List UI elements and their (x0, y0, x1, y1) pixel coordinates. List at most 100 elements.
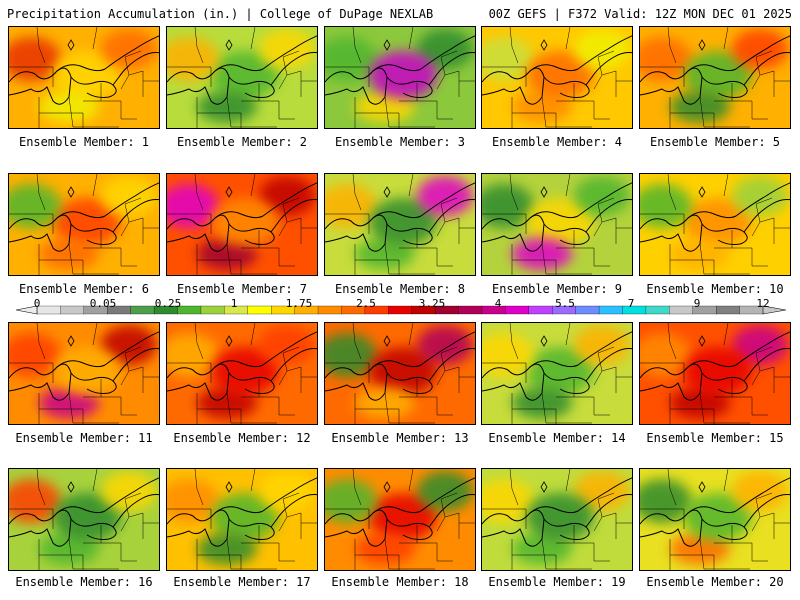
ensemble-member-label: Ensemble Member: 9 (491, 282, 623, 296)
ensemble-member-label: Ensemble Member: 12 (173, 431, 311, 445)
precip-area (417, 471, 473, 511)
precip-area (197, 387, 257, 419)
colorbar-cell (200, 305, 225, 315)
precip-field (325, 27, 475, 128)
precip-area (482, 333, 534, 377)
colorbar-tick-label: 1 (230, 297, 238, 310)
precip-area (9, 479, 61, 523)
colorbar-left-arrow (15, 305, 38, 315)
colorbar-tick-label: 9 (693, 297, 701, 310)
ensemble-map-15 (639, 322, 791, 425)
precip-area (512, 533, 572, 565)
ensemble-map-11 (8, 322, 160, 425)
precip-area (197, 91, 257, 123)
precip-area (574, 471, 630, 511)
colorbar-tick-label: 2.5 (356, 297, 376, 310)
colorbar-tick-label: 4 (494, 297, 502, 310)
geography-lines (9, 469, 159, 570)
precip-field (9, 174, 159, 275)
colorbar-cell (247, 305, 272, 315)
ensemble-map-18 (324, 468, 476, 571)
precip-field (482, 27, 632, 128)
precip-field (325, 174, 475, 275)
ensemble-map-7 (166, 173, 318, 276)
precip-area (101, 29, 157, 69)
precip-area (53, 347, 121, 395)
precip-area (197, 238, 257, 270)
precip-area (39, 91, 99, 123)
colorbar-right-arrow (762, 305, 787, 315)
precip-area (355, 387, 415, 419)
ensemble-member-label: Ensemble Member: 2 (176, 135, 308, 149)
precip-field (640, 323, 790, 424)
colorbar-cell (388, 305, 413, 315)
precip-area (417, 176, 473, 216)
precip-area (167, 479, 219, 523)
geography-lines (167, 27, 317, 128)
precip-area (325, 37, 377, 81)
run-info: 00Z GEFS | F372 Valid: 12Z MON DEC 01 20… (488, 7, 792, 21)
ensemble-map-17 (166, 468, 318, 571)
precip-area (259, 176, 315, 216)
colorbar-tick-label: 3.25 (418, 297, 446, 310)
geography-lines (482, 174, 632, 275)
colorbar-cell (528, 305, 553, 315)
precip-area (101, 471, 157, 511)
precip-area (39, 238, 99, 270)
ensemble-map-16 (8, 468, 160, 571)
ensemble-member-label: Ensemble Member: 18 (331, 575, 469, 589)
colorbar-cell (575, 305, 600, 315)
ensemble-member-label: Ensemble Member: 10 (646, 282, 784, 296)
colorbar-cell (505, 305, 530, 315)
precip-field (9, 469, 159, 570)
geography-lines (640, 323, 790, 424)
precip-area (732, 325, 788, 365)
ensemble-member-label: Ensemble Member: 19 (488, 575, 626, 589)
precip-area (574, 325, 630, 365)
precip-area (574, 176, 630, 216)
geography-lines (325, 27, 475, 128)
ensemble-member-label: Ensemble Member: 1 (18, 135, 150, 149)
precip-area (640, 479, 692, 523)
precip-area (325, 184, 377, 228)
precip-area (482, 479, 534, 523)
ensemble-member-label: Ensemble Member: 15 (646, 431, 784, 445)
colorbar-tick-label: 5.5 (555, 297, 575, 310)
ensemble-map-3 (324, 26, 476, 129)
geography-lines (9, 27, 159, 128)
ensemble-member-label: Ensemble Member: 17 (173, 575, 311, 589)
ensemble-map-5 (639, 26, 791, 129)
precip-area (732, 471, 788, 511)
precip-area (9, 184, 61, 228)
precip-area (259, 29, 315, 69)
precip-area (197, 533, 257, 565)
ensemble-map-1 (8, 26, 160, 129)
precip-area (369, 51, 437, 99)
geography-lines (482, 323, 632, 424)
ensemble-member-label: Ensemble Member: 20 (646, 575, 784, 589)
precip-field (325, 323, 475, 424)
precip-field (167, 174, 317, 275)
precip-field (167, 469, 317, 570)
ensemble-member-label: Ensemble Member: 11 (15, 431, 153, 445)
geography-lines (9, 174, 159, 275)
precip-area (101, 325, 157, 365)
precip-field (9, 323, 159, 424)
precip-area (39, 387, 99, 419)
ensemble-map-19 (481, 468, 633, 571)
precip-area (355, 91, 415, 123)
ensemble-member-label: Ensemble Member: 7 (176, 282, 308, 296)
ensemble-member-label: Ensemble Member: 6 (18, 282, 150, 296)
colorbar-tick-label: 1.75 (285, 297, 313, 310)
geography-lines (640, 27, 790, 128)
precip-area (167, 37, 219, 81)
precip-area (39, 533, 99, 565)
ensemble-map-20 (639, 468, 791, 571)
precip-area (167, 184, 219, 228)
precip-area (482, 37, 534, 81)
precip-area (211, 198, 279, 246)
precip-area (417, 29, 473, 69)
colorbar (15, 305, 787, 315)
precip-area (259, 325, 315, 365)
precip-area (640, 184, 692, 228)
